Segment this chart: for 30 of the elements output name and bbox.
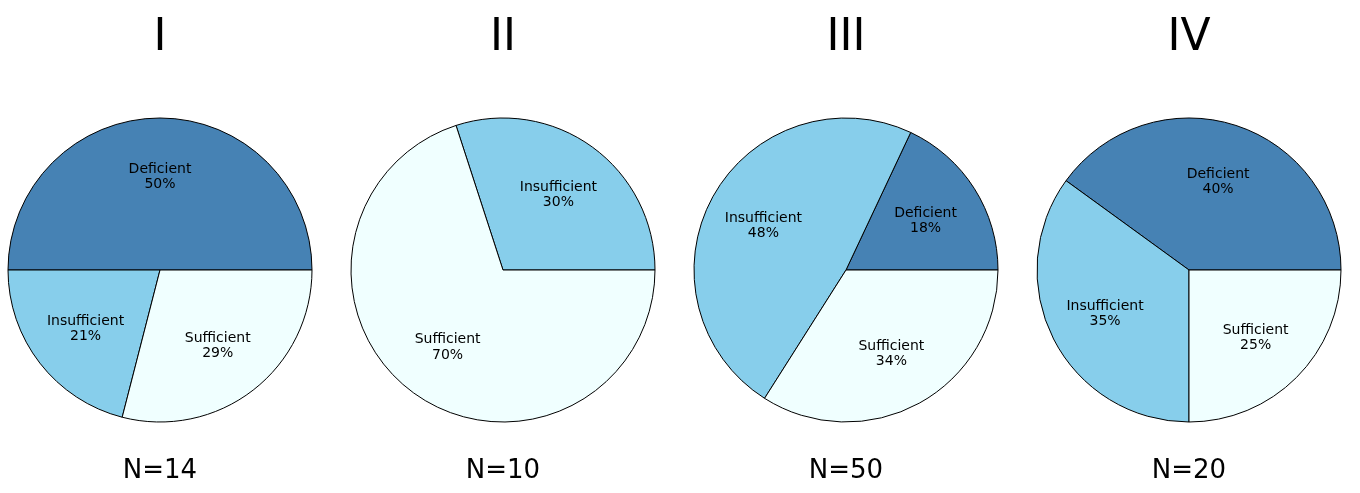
slice-label: Insufficient <box>519 177 598 194</box>
text: N=10 <box>465 454 541 484</box>
data-label: 25% <box>1240 336 1272 353</box>
slice-label: Deficient <box>128 159 192 176</box>
text: N=20 <box>1151 454 1227 484</box>
chart-title: III <box>826 9 866 60</box>
data-label: 40% <box>1202 179 1234 196</box>
slice-label: Insufficient <box>46 311 125 328</box>
data-label: 18% <box>910 219 942 236</box>
text: N=50 <box>808 454 884 484</box>
slice-label: Deficient <box>894 203 958 220</box>
data-label: 70% <box>432 345 464 362</box>
chart-title: II <box>490 9 516 60</box>
text: N=14 <box>122 454 198 484</box>
data-label: 35% <box>1089 312 1121 329</box>
chart-title: I <box>153 9 167 60</box>
slice-label: Sufficient <box>858 336 925 353</box>
data-label: 50% <box>144 175 176 192</box>
slice-label: Sufficient <box>184 328 252 345</box>
data-label: 34% <box>875 352 907 369</box>
data-label: 21% <box>69 327 102 344</box>
slice-label: Insufficient <box>1066 296 1145 313</box>
slice-label: Sufficient <box>1222 320 1290 337</box>
chart-title: IV <box>1167 9 1211 60</box>
slice-label: Sufficient <box>414 330 482 347</box>
data-label: 30% <box>542 193 574 210</box>
data-label: 48% <box>747 224 779 241</box>
data-label: 29% <box>202 344 234 361</box>
slice-label: Insufficient <box>724 208 803 225</box>
slice-label: Deficient <box>1186 164 1251 181</box>
